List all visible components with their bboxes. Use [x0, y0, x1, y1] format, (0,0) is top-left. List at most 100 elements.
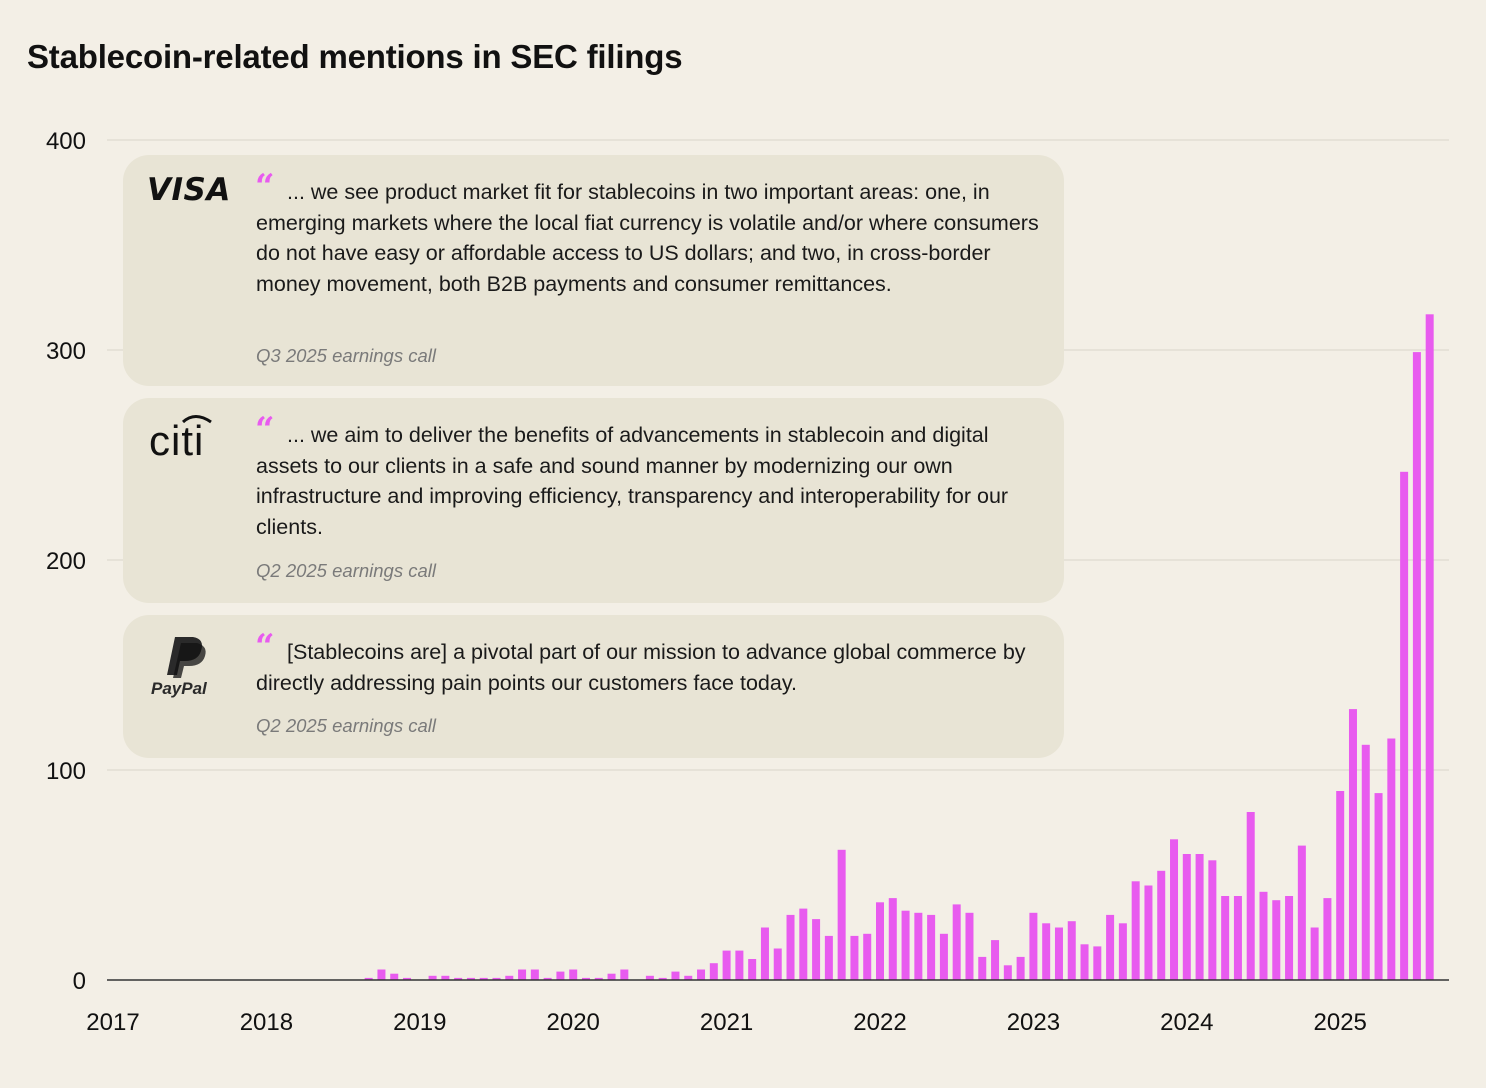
- x-tick-label: 2025: [1314, 1009, 1367, 1036]
- bar: [1400, 471, 1409, 980]
- bar: [978, 956, 987, 980]
- x-tick-label: 2017: [86, 1009, 139, 1036]
- bar: [364, 977, 373, 980]
- bar: [543, 977, 552, 980]
- bar: [684, 975, 693, 980]
- bar: [748, 959, 757, 980]
- paypal-logo-text: PayPal: [151, 679, 207, 698]
- bar: [556, 971, 565, 980]
- bar: [454, 977, 463, 980]
- bar: [722, 950, 731, 980]
- bar: [1323, 898, 1332, 980]
- bar: [1080, 944, 1089, 980]
- bar: [441, 975, 450, 980]
- bar: [1425, 314, 1434, 980]
- quote-text-visa: ... we see product market fit for stable…: [256, 180, 1039, 296]
- quote-text-citi: ... we aim to deliver the benefits of ad…: [256, 423, 1009, 539]
- bar: [773, 948, 782, 980]
- x-tick-label: 2024: [1160, 1009, 1213, 1036]
- bar: [1221, 896, 1230, 980]
- y-axis-ticks: 0 100 200 300 400: [46, 128, 86, 995]
- bar: [1246, 812, 1255, 980]
- bar: [939, 933, 948, 980]
- bar: [1374, 793, 1383, 980]
- bar: [428, 975, 437, 980]
- bar: [594, 977, 603, 980]
- citi-logo: citi: [149, 410, 219, 464]
- visa-logo: VISA: [147, 175, 231, 206]
- bar: [492, 977, 501, 980]
- bar: [1297, 845, 1306, 980]
- y-tick-label: 0: [73, 968, 86, 995]
- quote-source-visa: Q3 2025 earnings call: [256, 345, 436, 366]
- bar: [671, 971, 680, 980]
- bar: [812, 919, 821, 980]
- bar: [1361, 744, 1370, 980]
- quote-source-citi: Q2 2025 earnings call: [256, 560, 436, 581]
- y-tick-label: 400: [46, 128, 86, 155]
- bar: [377, 969, 386, 980]
- paypal-p-icon: [167, 637, 206, 678]
- x-axis-ticks: 2017 2018 2019 2020 2021 2022 2023 2024 2025: [86, 1009, 1367, 1036]
- chart-title: Stablecoin-related mentions in SEC filin…: [27, 38, 683, 75]
- bar: [466, 977, 475, 980]
- x-tick-label: 2022: [853, 1009, 906, 1036]
- paypal-logo: PayPal: [151, 635, 231, 705]
- bar: [1170, 839, 1179, 980]
- bar: [1029, 912, 1038, 980]
- quote-mark-icon: “: [255, 627, 275, 667]
- bar: [1259, 891, 1268, 980]
- bar: [888, 898, 897, 980]
- bar: [1336, 791, 1345, 980]
- bar: [799, 908, 808, 980]
- bar: [1042, 923, 1051, 980]
- bar: [965, 912, 974, 980]
- bars: [364, 314, 1434, 981]
- quote-card-visa: VISA “ ... we see product market fit for…: [123, 155, 1064, 386]
- bar: [824, 935, 833, 980]
- bar: [479, 977, 488, 980]
- bar: [518, 969, 527, 980]
- quote-source-paypal: Q2 2025 earnings call: [256, 715, 436, 736]
- bar: [991, 940, 1000, 980]
- bar: [863, 933, 872, 980]
- bar: [1016, 956, 1025, 980]
- bar: [1387, 738, 1396, 980]
- bar: [876, 902, 884, 980]
- bar: [697, 969, 706, 980]
- bar: [786, 914, 795, 980]
- bar: [1093, 946, 1102, 980]
- bar: [1348, 709, 1357, 980]
- bar: [390, 973, 399, 980]
- bar: [914, 912, 923, 980]
- bar: [1310, 927, 1319, 980]
- bar: [1157, 870, 1166, 980]
- x-tick-label: 2021: [700, 1009, 753, 1036]
- citi-arc-icon: [181, 415, 212, 424]
- y-tick-label: 300: [46, 338, 86, 365]
- quote-card-citi: citi “ ... we aim to deliver the benefit…: [123, 398, 1064, 603]
- bar: [1106, 914, 1115, 980]
- bar: [1054, 927, 1063, 980]
- bar: [658, 977, 667, 980]
- citi-logo-text: citi: [149, 417, 205, 464]
- bar: [1285, 896, 1294, 980]
- bar: [901, 910, 910, 980]
- bar: [569, 969, 578, 980]
- bar: [530, 969, 539, 980]
- bar: [1208, 860, 1217, 980]
- bar: [850, 935, 859, 980]
- bar: [620, 969, 629, 980]
- bar: [1195, 854, 1204, 980]
- quote-mark-icon: “: [255, 410, 275, 450]
- bar: [403, 977, 412, 980]
- bar: [505, 975, 514, 980]
- x-tick-label: 2019: [393, 1009, 446, 1036]
- bar: [1118, 923, 1127, 980]
- bar: [709, 963, 718, 980]
- bar: [607, 973, 616, 980]
- bar: [581, 977, 590, 980]
- bar: [1144, 885, 1153, 980]
- x-tick-label: 2020: [547, 1009, 600, 1036]
- bar: [1131, 881, 1140, 980]
